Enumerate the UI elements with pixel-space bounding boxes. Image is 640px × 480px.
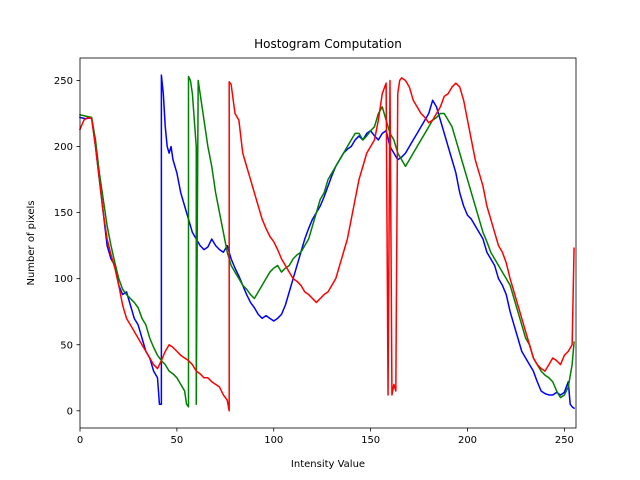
y-axis-label: Number of pixels	[26, 200, 37, 285]
series-layer	[79, 74, 576, 412]
series-line-0	[79, 74, 576, 410]
series-line-1	[79, 75, 575, 408]
chart-title: Hostogram Computation	[254, 37, 402, 51]
x-tick-label: 250	[555, 435, 574, 446]
x-tick-label: 100	[264, 435, 283, 446]
x-tick-label: 50	[171, 435, 184, 446]
y-tick-label: 250	[54, 76, 73, 87]
x-axis-label: Intensity Value	[291, 459, 365, 470]
y-tick-label: 100	[54, 274, 73, 285]
y-axis-ticks: 0 50 100 150 200 250	[54, 76, 80, 417]
x-tick-label: 150	[361, 435, 380, 446]
series-line-2	[79, 77, 575, 412]
y-tick-label: 200	[54, 142, 73, 153]
x-axis-ticks: 0 50 100 150 200 250	[77, 428, 574, 446]
x-tick-label: 0	[77, 435, 83, 446]
plot-frame	[79, 57, 577, 429]
y-tick-label: 50	[60, 340, 73, 351]
y-tick-label: 150	[54, 208, 73, 219]
x-tick-label: 200	[458, 435, 477, 446]
y-tick-label: 0	[67, 406, 73, 417]
